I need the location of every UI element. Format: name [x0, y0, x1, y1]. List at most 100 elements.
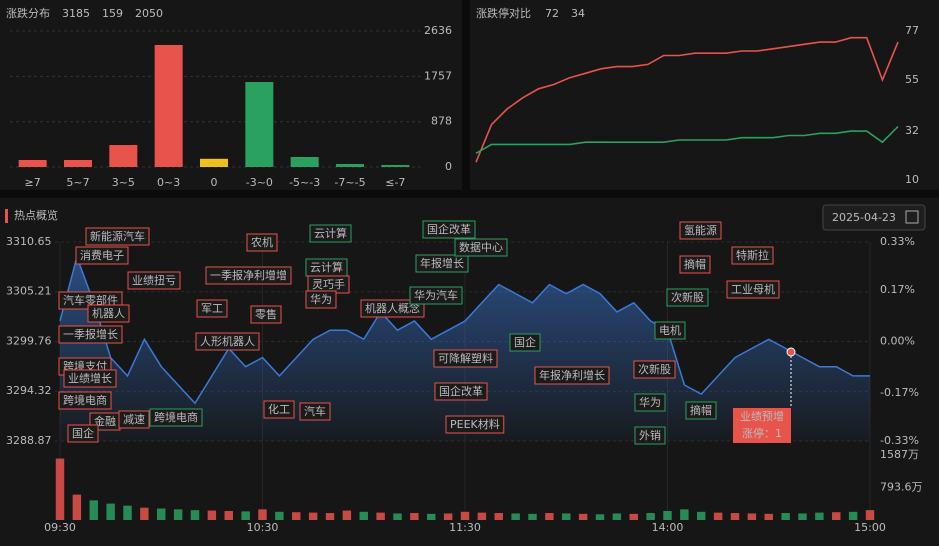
topic-box — [509, 333, 541, 352]
cursor-dot — [786, 347, 796, 357]
topic-box — [726, 280, 780, 299]
y-tick-label: 3310.65 — [6, 235, 52, 248]
topic-label: 机器人 — [92, 306, 125, 320]
topic-box — [422, 220, 476, 239]
volume-bar — [697, 511, 706, 520]
bar — [109, 145, 138, 167]
topic-label: 军工 — [201, 302, 223, 315]
topic-box — [634, 393, 666, 412]
topic-box — [309, 224, 352, 243]
topic-box — [118, 410, 150, 429]
volume-bar — [224, 510, 233, 520]
volume-tick-label: 793.6万 — [880, 480, 923, 493]
topic-box — [85, 227, 150, 246]
volume-bar — [106, 503, 115, 520]
volume-bar — [241, 511, 250, 520]
y-tick-label: 10 — [905, 173, 919, 186]
volume-bar — [55, 458, 65, 520]
volume-bar — [72, 494, 82, 520]
topic-box — [87, 304, 130, 323]
volume-bar — [342, 510, 352, 520]
volume-bar — [545, 513, 554, 520]
topic-label: 国企 — [72, 426, 94, 440]
x-tick-label: 14:00 — [652, 521, 684, 534]
topic-box — [75, 246, 129, 265]
x-tick-label: 11:30 — [449, 521, 481, 534]
topic-label: 云计算 — [310, 260, 343, 274]
volume-bar — [258, 509, 267, 520]
y-tick-label: 3288.87 — [6, 434, 52, 447]
volume-bar — [578, 513, 588, 520]
topic-box — [195, 332, 260, 351]
volume-bar — [612, 513, 622, 520]
topic-box — [360, 299, 425, 318]
volume-bar — [595, 514, 605, 520]
topic-label: 国企改革 — [439, 384, 483, 398]
topic-label: 华为 — [310, 292, 332, 306]
topic-label: 数据中心 — [459, 240, 503, 254]
bar — [290, 156, 319, 167]
topic-box — [67, 424, 99, 443]
topic-box — [679, 255, 711, 274]
topic-label: 年报净利增长 — [539, 368, 605, 382]
line-series — [475, 36, 899, 163]
y-tick-label: 0 — [445, 160, 452, 173]
topic-box — [534, 366, 610, 385]
topic-label: 特斯拉 — [736, 248, 769, 262]
volume-bar — [663, 510, 672, 520]
volume-bar — [123, 505, 132, 520]
y-tick-label: 878 — [431, 115, 452, 128]
volume-bar — [308, 512, 318, 520]
y-tick-label: 3299.76 — [6, 335, 52, 348]
summary-count: 159 — [102, 7, 123, 20]
volume-bar — [781, 513, 790, 520]
volume-bar — [359, 511, 368, 520]
volume-bar — [832, 512, 841, 520]
topic-box — [58, 325, 123, 344]
y2-tick-label: 0.33% — [880, 235, 915, 248]
latest-count: 34 — [571, 7, 585, 20]
topic-label: 跨境电商 — [63, 393, 107, 407]
topic-box — [685, 401, 717, 420]
topic-label: 金融 — [94, 414, 116, 428]
bar — [381, 164, 410, 167]
y2-tick-label: -0.17% — [880, 386, 919, 399]
topic-label: 摘帽 — [690, 403, 712, 417]
volume-bar — [325, 513, 335, 520]
topic-label: 工业母机 — [731, 282, 775, 296]
topic-label: 华为汽车 — [414, 288, 458, 302]
volume-bar — [528, 513, 537, 520]
volume-bar — [646, 513, 655, 520]
topic-box — [263, 400, 295, 419]
topic-label: 减速 — [123, 413, 145, 426]
topic-box — [445, 415, 505, 434]
volume-bar — [89, 500, 98, 520]
topic-label: 外销 — [639, 428, 661, 442]
topic-box — [415, 254, 469, 273]
volume-tick-label: 1587万 — [880, 448, 919, 461]
volume-bar — [292, 512, 301, 520]
topic-box — [634, 426, 666, 445]
x-tick-label: 09:30 — [44, 521, 76, 534]
date-picker[interactable] — [822, 204, 926, 231]
volume-bar — [140, 507, 149, 520]
x-tick-label: 5~7 — [66, 176, 89, 189]
volume-bar — [865, 510, 875, 520]
topic-box — [434, 382, 488, 401]
title-marker — [5, 209, 8, 223]
panel — [0, 0, 462, 190]
summary-count: 2050 — [135, 7, 163, 20]
topic-label: 一季报净利增增 — [210, 268, 287, 282]
topic-box — [679, 221, 722, 240]
topic-box — [654, 321, 686, 340]
volume-bar — [477, 512, 487, 520]
bar — [245, 82, 274, 167]
volume-bar — [443, 513, 453, 520]
volume-bar — [713, 512, 723, 520]
price-line — [59, 254, 870, 405]
topic-label: 国企 — [514, 335, 536, 349]
bar — [64, 159, 92, 167]
volume-bar — [190, 510, 200, 520]
volume-bar — [427, 513, 436, 520]
